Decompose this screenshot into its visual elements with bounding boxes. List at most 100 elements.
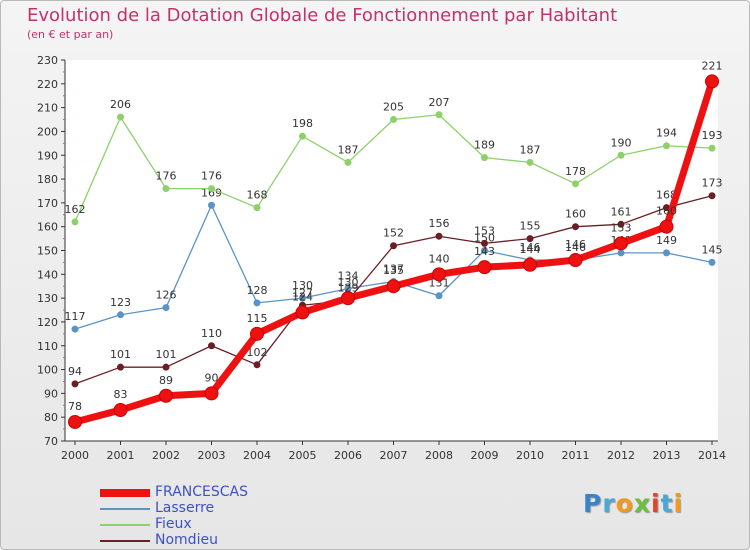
data-label-fieux: 178 xyxy=(565,165,586,178)
data-label-francescas: 221 xyxy=(702,59,723,72)
data-label-nomdieu: 110 xyxy=(201,327,222,340)
data-point-lasserre xyxy=(253,299,261,307)
y-tick-label: 160 xyxy=(37,221,58,234)
y-tick-label: 70 xyxy=(44,435,58,448)
legend-swatch xyxy=(100,540,150,542)
y-tick-label: 230 xyxy=(37,54,58,67)
logo-letter: o xyxy=(615,489,634,518)
y-tick-label: 130 xyxy=(37,292,58,305)
data-point-fieux xyxy=(71,218,79,226)
logo-letter: i xyxy=(651,489,661,518)
data-label-lasserre: 134 xyxy=(338,270,359,283)
y-tick-label: 80 xyxy=(44,411,58,424)
data-label-francescas: 130 xyxy=(338,276,359,289)
data-label-lasserre: 150 xyxy=(474,232,495,245)
data-point-nomdieu xyxy=(526,235,534,243)
data-label-lasserre: 145 xyxy=(702,243,723,256)
y-tick-label: 150 xyxy=(37,245,58,258)
data-label-nomdieu: 152 xyxy=(383,227,404,240)
y-tick-label: 110 xyxy=(37,340,58,353)
data-label-francescas: 124 xyxy=(292,290,313,303)
x-tick-label: 2012 xyxy=(607,449,635,462)
data-label-francescas: 146 xyxy=(565,238,586,251)
data-point-fieux xyxy=(526,158,534,166)
data-label-nomdieu: 153 xyxy=(474,224,495,237)
data-point-nomdieu xyxy=(390,242,397,250)
data-label-nomdieu: 101 xyxy=(110,348,131,361)
data-label-nomdieu: 155 xyxy=(520,220,541,233)
data-point-francescas xyxy=(341,291,355,306)
x-tick-label: 2010 xyxy=(516,449,544,462)
chart-title: Evolution de la Dotation Globale de Fonc… xyxy=(27,5,618,26)
logo-letter: r xyxy=(602,489,616,518)
logo-letter: i xyxy=(673,489,684,518)
x-tick-label: 2013 xyxy=(653,449,681,462)
data-label-francescas: 115 xyxy=(247,312,268,325)
y-tick-label: 90 xyxy=(44,387,58,400)
data-label-lasserre: 146 xyxy=(520,241,541,254)
data-label-fieux: 168 xyxy=(247,189,268,202)
data-point-nomdieu xyxy=(71,380,79,388)
data-point-fieux xyxy=(663,142,670,150)
data-label-fieux: 206 xyxy=(110,98,131,111)
x-tick-label: 2003 xyxy=(198,449,226,462)
legend-label: Lasserre xyxy=(155,500,215,516)
data-label-nomdieu: 160 xyxy=(565,208,586,221)
data-point-francescas xyxy=(568,253,583,268)
data-point-fieux xyxy=(481,154,488,162)
x-tick-label: 2011 xyxy=(562,449,590,462)
x-tick-label: 2002 xyxy=(152,449,180,462)
logo-letter: P xyxy=(583,489,603,518)
data-point-lasserre xyxy=(117,311,124,319)
data-label-fieux: 207 xyxy=(429,96,450,109)
data-point-nomdieu xyxy=(162,363,170,371)
data-point-fieux xyxy=(253,204,261,212)
data-label-francescas: 144 xyxy=(520,243,541,256)
data-point-fieux xyxy=(572,180,579,188)
y-tick-label: 190 xyxy=(37,149,58,162)
data-point-francescas xyxy=(659,219,674,234)
y-tick-label: 100 xyxy=(37,364,58,377)
data-label-fieux: 189 xyxy=(474,139,495,152)
y-tick-label: 120 xyxy=(37,316,58,329)
data-label-fieux: 187 xyxy=(520,143,541,156)
data-point-francescas xyxy=(113,403,128,418)
legend-label: Fieux xyxy=(155,516,192,532)
data-label-lasserre: 123 xyxy=(110,296,131,309)
chart-subtitle: (en € et par an) xyxy=(27,28,114,41)
data-point-nomdieu xyxy=(253,361,261,369)
legend-swatch xyxy=(100,489,150,497)
x-tick-label: 2009 xyxy=(471,449,499,462)
data-label-francescas: 89 xyxy=(159,374,173,387)
data-point-lasserre xyxy=(481,247,488,254)
data-point-lasserre xyxy=(617,249,625,257)
data-label-nomdieu: 156 xyxy=(429,217,450,230)
legend-swatch xyxy=(100,524,150,526)
data-point-francescas xyxy=(386,279,401,294)
data-label-fieux: 198 xyxy=(292,117,313,130)
data-label-nomdieu: 173 xyxy=(702,177,723,190)
data-label-nomdieu: 127 xyxy=(292,286,313,299)
data-label-nomdieu: 102 xyxy=(247,346,268,359)
x-tick-label: 2014 xyxy=(698,449,726,462)
x-tick-label: 2005 xyxy=(289,449,317,462)
data-point-francescas xyxy=(250,326,264,341)
x-tick-label: 2007 xyxy=(380,449,408,462)
data-point-lasserre xyxy=(435,292,443,300)
data-label-fieux: 162 xyxy=(65,203,86,216)
logo-letter: x xyxy=(633,489,651,518)
data-label-francescas: 90 xyxy=(205,371,219,384)
data-label-lasserre: 169 xyxy=(201,186,222,199)
x-tick-label: 2000 xyxy=(61,449,89,462)
data-label-fieux: 194 xyxy=(656,127,677,140)
data-point-nomdieu xyxy=(572,223,579,231)
data-point-francescas xyxy=(68,414,82,429)
proxiti-logo: Proxiti xyxy=(583,489,683,518)
data-label-nomdieu: 101 xyxy=(156,348,177,361)
legend-swatch xyxy=(100,508,150,510)
data-label-francescas: 78 xyxy=(68,400,82,413)
x-tick-label: 2001 xyxy=(107,449,135,462)
x-tick-label: 2004 xyxy=(243,449,271,462)
data-point-francescas xyxy=(705,74,719,89)
